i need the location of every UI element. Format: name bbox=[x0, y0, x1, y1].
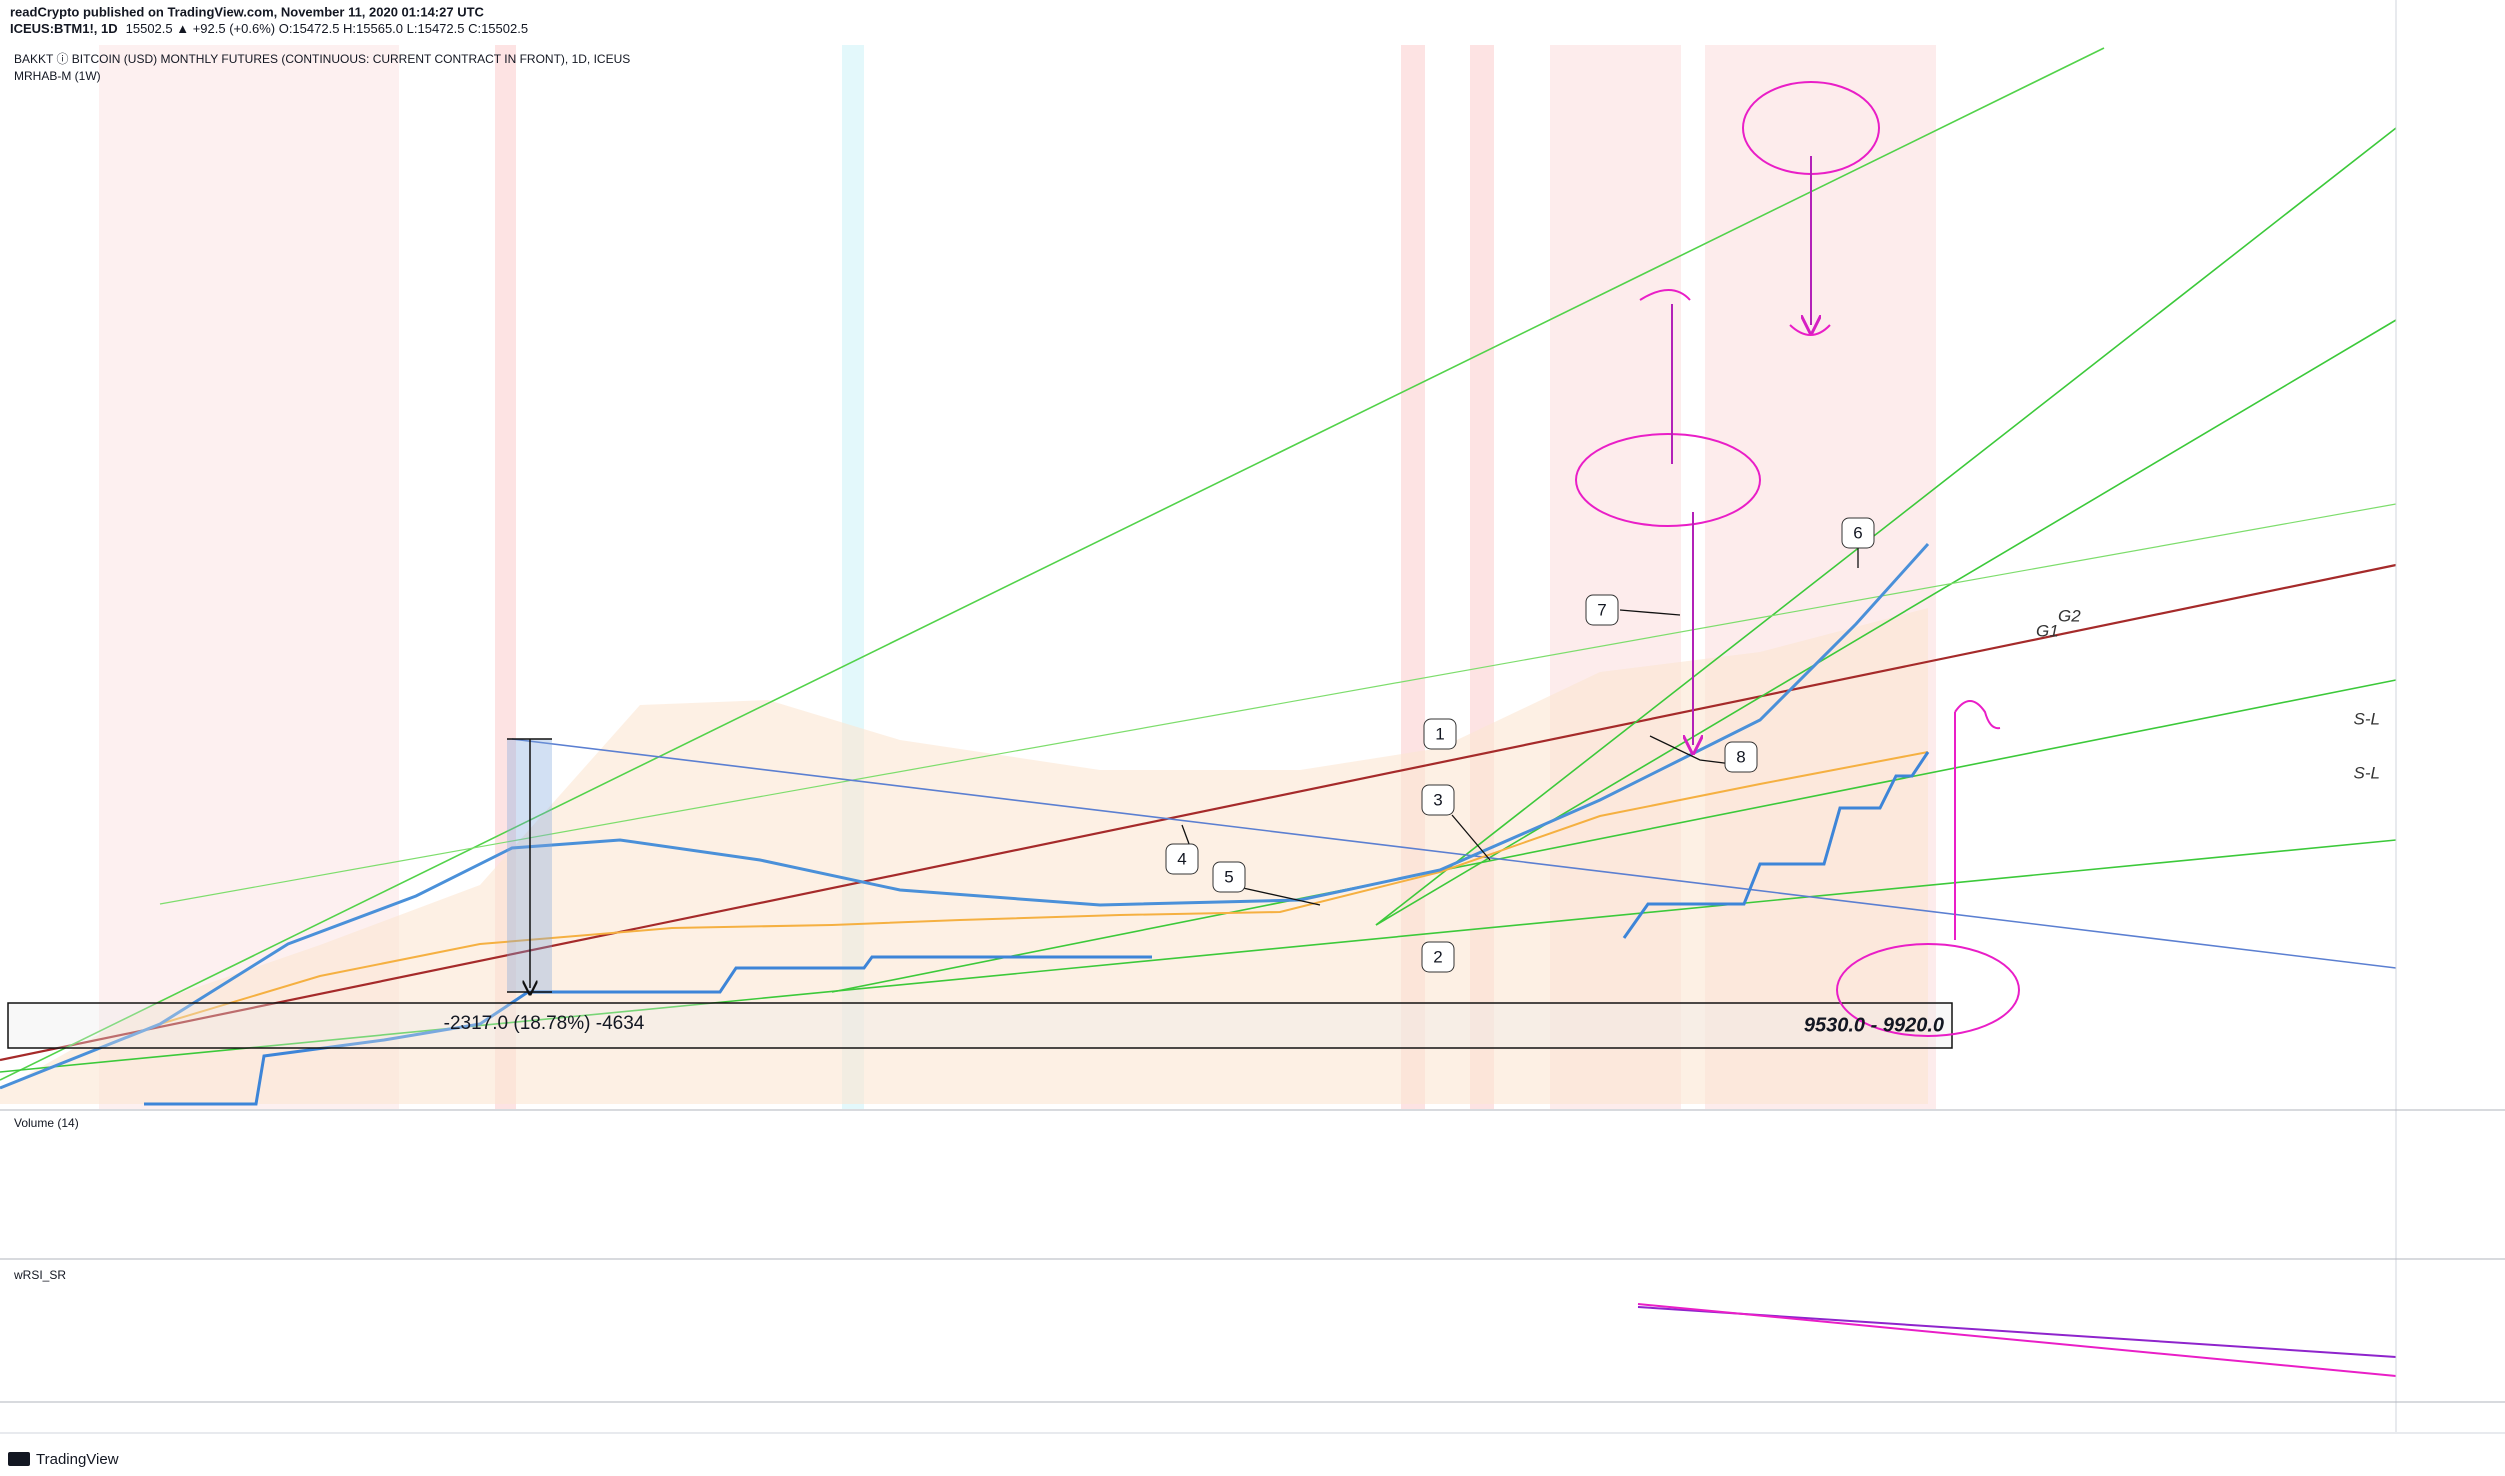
symbol-line: ICEUS:BTM1!, 1D 15502.5 ▲ +92.5 (+0.6%) O… bbox=[10, 21, 528, 36]
measure-label: -2317.0 (18.78%) -4634 bbox=[444, 1013, 645, 1034]
arrow-curl bbox=[1639, 289, 1691, 301]
arrow-curl bbox=[1789, 324, 1831, 336]
trend-line bbox=[0, 47, 2105, 1081]
publisher: readCrypto published on TradingView.com,… bbox=[10, 4, 485, 19]
callout-pointer bbox=[1619, 609, 1681, 616]
trend-line bbox=[831, 679, 2397, 993]
callout-label: 8 bbox=[1736, 747, 1745, 766]
trend-line bbox=[159, 503, 2397, 905]
callout-label: 3 bbox=[1433, 790, 1442, 809]
range-label: 9530.0 - 9920.0 bbox=[1804, 1014, 1944, 1036]
cloud bbox=[0, 608, 1928, 1104]
callout-label: 2 bbox=[1433, 947, 1442, 966]
drawings bbox=[0, 47, 2397, 1377]
trend-line bbox=[511, 738, 2397, 969]
callout: 4 bbox=[1165, 843, 1199, 875]
arrow-curl bbox=[1954, 700, 2001, 730]
chart-title: BAKKT ⓘ BITCOIN (USD) MONTHLY FUTURES (C… bbox=[14, 52, 630, 66]
axes bbox=[0, 0, 2505, 1434]
callouts: 1 2 3 4 5 6 7 8 bbox=[1165, 517, 1875, 973]
callout-label: 6 bbox=[1853, 523, 1862, 542]
callout: 8 bbox=[1724, 741, 1758, 773]
callout: 7 bbox=[1585, 594, 1619, 626]
session-bands bbox=[0, 45, 1936, 1109]
callout: 5 bbox=[1212, 861, 1246, 893]
trend-line bbox=[0, 563, 2397, 1062]
callout-label: 7 bbox=[1597, 600, 1606, 619]
callout: 6 bbox=[1841, 517, 1875, 549]
trend-label: G2 bbox=[2058, 606, 2081, 625]
stop-label: S-L bbox=[2354, 763, 2380, 782]
callout-pointer bbox=[1242, 887, 1321, 906]
callout-label: 4 bbox=[1177, 849, 1186, 868]
chart-subtitle: MRHAB-M (1W) bbox=[14, 69, 101, 83]
trend-label: G1 bbox=[2036, 621, 2059, 640]
callout-label: 1 bbox=[1435, 724, 1444, 743]
callout-label: 5 bbox=[1224, 867, 1233, 886]
trend-line bbox=[1637, 1303, 2397, 1377]
callout: 1 bbox=[1423, 718, 1457, 750]
range-box bbox=[7, 1002, 1953, 1049]
callout: 3 bbox=[1421, 784, 1455, 816]
support-steps bbox=[1622, 751, 1930, 939]
trend-line bbox=[1375, 127, 2397, 926]
stop-label: S-L bbox=[2354, 709, 2380, 728]
brand: TradingView bbox=[36, 1451, 119, 1468]
trend-line bbox=[0, 839, 2397, 1073]
moving-average bbox=[0, 751, 1929, 1089]
callout-pointer bbox=[1451, 814, 1491, 861]
logo: TradingView bbox=[8, 1451, 119, 1468]
highlight-ellipse bbox=[1575, 433, 1761, 527]
band bbox=[99, 45, 399, 1109]
volume-title: Volume (14) bbox=[14, 1116, 79, 1130]
chart-texts: readCrypto published on TradingView.com,… bbox=[8, 4, 2380, 1468]
symbol: ICEUS:BTM1!, 1D bbox=[10, 21, 118, 36]
moving-average bbox=[0, 542, 1930, 1090]
highlight-ellipse bbox=[1836, 943, 2020, 1037]
quote: 15502.5 ▲ +92.5 (+0.6%) O:15472.5 H:1556… bbox=[126, 21, 528, 36]
callout: 2 bbox=[1421, 941, 1455, 973]
rsi-title: wRSI_SR bbox=[13, 1268, 66, 1282]
